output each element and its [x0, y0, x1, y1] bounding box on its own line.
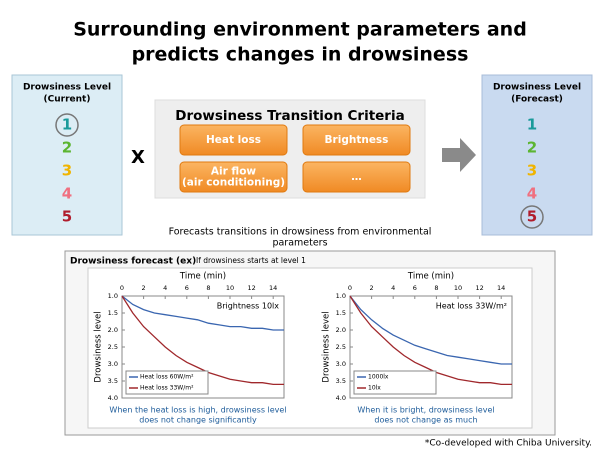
chart-caption: When it is bright, drowsiness level	[357, 406, 494, 415]
x-axis-label: Time (min)	[407, 272, 454, 282]
level: 5	[527, 208, 537, 226]
caption: parameters	[272, 238, 327, 249]
forecast-heading: Drowsiness Level	[493, 83, 581, 93]
y-axis-label: Drowsiness level	[322, 311, 332, 382]
x-tick-label: 10	[226, 284, 234, 292]
series-line	[349, 295, 512, 386]
current-heading: (Current)	[44, 95, 91, 105]
x-tick-label: 8	[206, 284, 210, 292]
x-tick-label: 12	[475, 284, 483, 292]
title: predicts changes in drowsiness	[132, 44, 469, 66]
forecast-heading: (Forecast)	[511, 95, 563, 105]
arrow	[442, 138, 476, 172]
x-tick-label: 4	[391, 284, 395, 292]
series-line	[349, 295, 512, 365]
criteria-label: …	[351, 171, 362, 183]
y-tick-label: 3.0	[108, 360, 118, 368]
y-tick-label: 2.5	[108, 343, 118, 351]
legend	[125, 370, 209, 395]
y-tick-label: 3.0	[336, 360, 346, 368]
x-tick-label: 4	[163, 284, 167, 292]
series-line	[121, 295, 284, 386]
forecast-subtitle: If drowsiness starts at level 1	[196, 256, 306, 265]
y-tick-label: 1.5	[336, 309, 346, 317]
x-axis-label: Time (min)	[179, 272, 226, 282]
selected-ring	[55, 113, 79, 137]
x-tick-label: 0	[348, 284, 352, 292]
legend-label: 1000lx	[368, 374, 389, 381]
level: 2	[527, 139, 537, 157]
criteria-label: (air conditioning)	[182, 177, 285, 189]
level: 2	[62, 139, 72, 157]
chart-caption: When the heat loss is high, drowsiness l…	[109, 406, 286, 415]
current-heading: Drowsiness Level	[23, 83, 111, 93]
criteria-button	[302, 124, 411, 156]
y-tick-label: 2.0	[336, 326, 346, 334]
chart-caption: does not change as much	[374, 416, 477, 425]
criteria-title: Drowsiness Transition Criteria	[175, 108, 404, 124]
annotation: Brightness 10lx	[217, 302, 280, 311]
level: 1	[527, 116, 537, 134]
level: 5	[62, 208, 72, 226]
x-tick-label: 6	[185, 284, 189, 292]
criteria-label: Air flow	[211, 166, 257, 178]
y-tick-label: 1.0	[336, 292, 346, 300]
legend-label: 10lx	[368, 385, 381, 392]
level: 3	[527, 162, 537, 180]
criteria-button	[179, 124, 288, 156]
selected-ring	[520, 205, 544, 229]
criteria-button	[179, 161, 288, 193]
x-tick-label: 2	[370, 284, 374, 292]
x-tick-label: 10	[454, 284, 462, 292]
level: 4	[62, 185, 72, 203]
x-tick-label: 14	[269, 284, 277, 292]
x-tick-label: 12	[247, 284, 255, 292]
annotation: Heat loss 33W/m²	[436, 302, 507, 311]
criteria-label: Brightness	[325, 134, 389, 146]
operator: X	[131, 147, 145, 168]
legend	[353, 370, 437, 395]
y-tick-label: 2.0	[108, 326, 118, 334]
level: 1	[62, 116, 72, 134]
legend-label: Heat loss 60W/m²	[140, 374, 194, 381]
y-tick-label: 1.0	[108, 292, 118, 300]
series-line	[121, 295, 284, 331]
y-tick-label: 2.5	[336, 343, 346, 351]
y-tick-label: 1.5	[108, 309, 118, 317]
x-tick-label: 6	[413, 284, 417, 292]
criteria-button	[302, 161, 411, 193]
x-tick-label: 8	[434, 284, 438, 292]
level: 4	[527, 185, 537, 203]
legend-label: Heat loss 33W/m²	[140, 385, 194, 392]
title: Surrounding environment parameters and	[73, 19, 527, 41]
y-tick-label: 4.0	[108, 394, 118, 402]
level: 3	[62, 162, 72, 180]
forecast-title: Drowsiness forecast (ex)	[70, 257, 196, 267]
y-tick-label: 4.0	[336, 394, 346, 402]
forecast-box	[481, 74, 593, 236]
footnote: *Co-developed with Chiba University.	[425, 439, 592, 449]
x-tick-label: 14	[497, 284, 505, 292]
current-box	[11, 74, 123, 236]
x-tick-label: 0	[120, 284, 124, 292]
y-axis-label: Drowsiness level	[94, 311, 104, 382]
chart-caption: does not change significantly	[139, 416, 257, 425]
y-tick-label: 3.5	[108, 377, 118, 385]
x-tick-label: 2	[142, 284, 146, 292]
y-tick-label: 3.5	[336, 377, 346, 385]
caption: Forecasts transitions in drowsiness from…	[169, 227, 432, 238]
criteria-label: Heat loss	[206, 134, 261, 146]
